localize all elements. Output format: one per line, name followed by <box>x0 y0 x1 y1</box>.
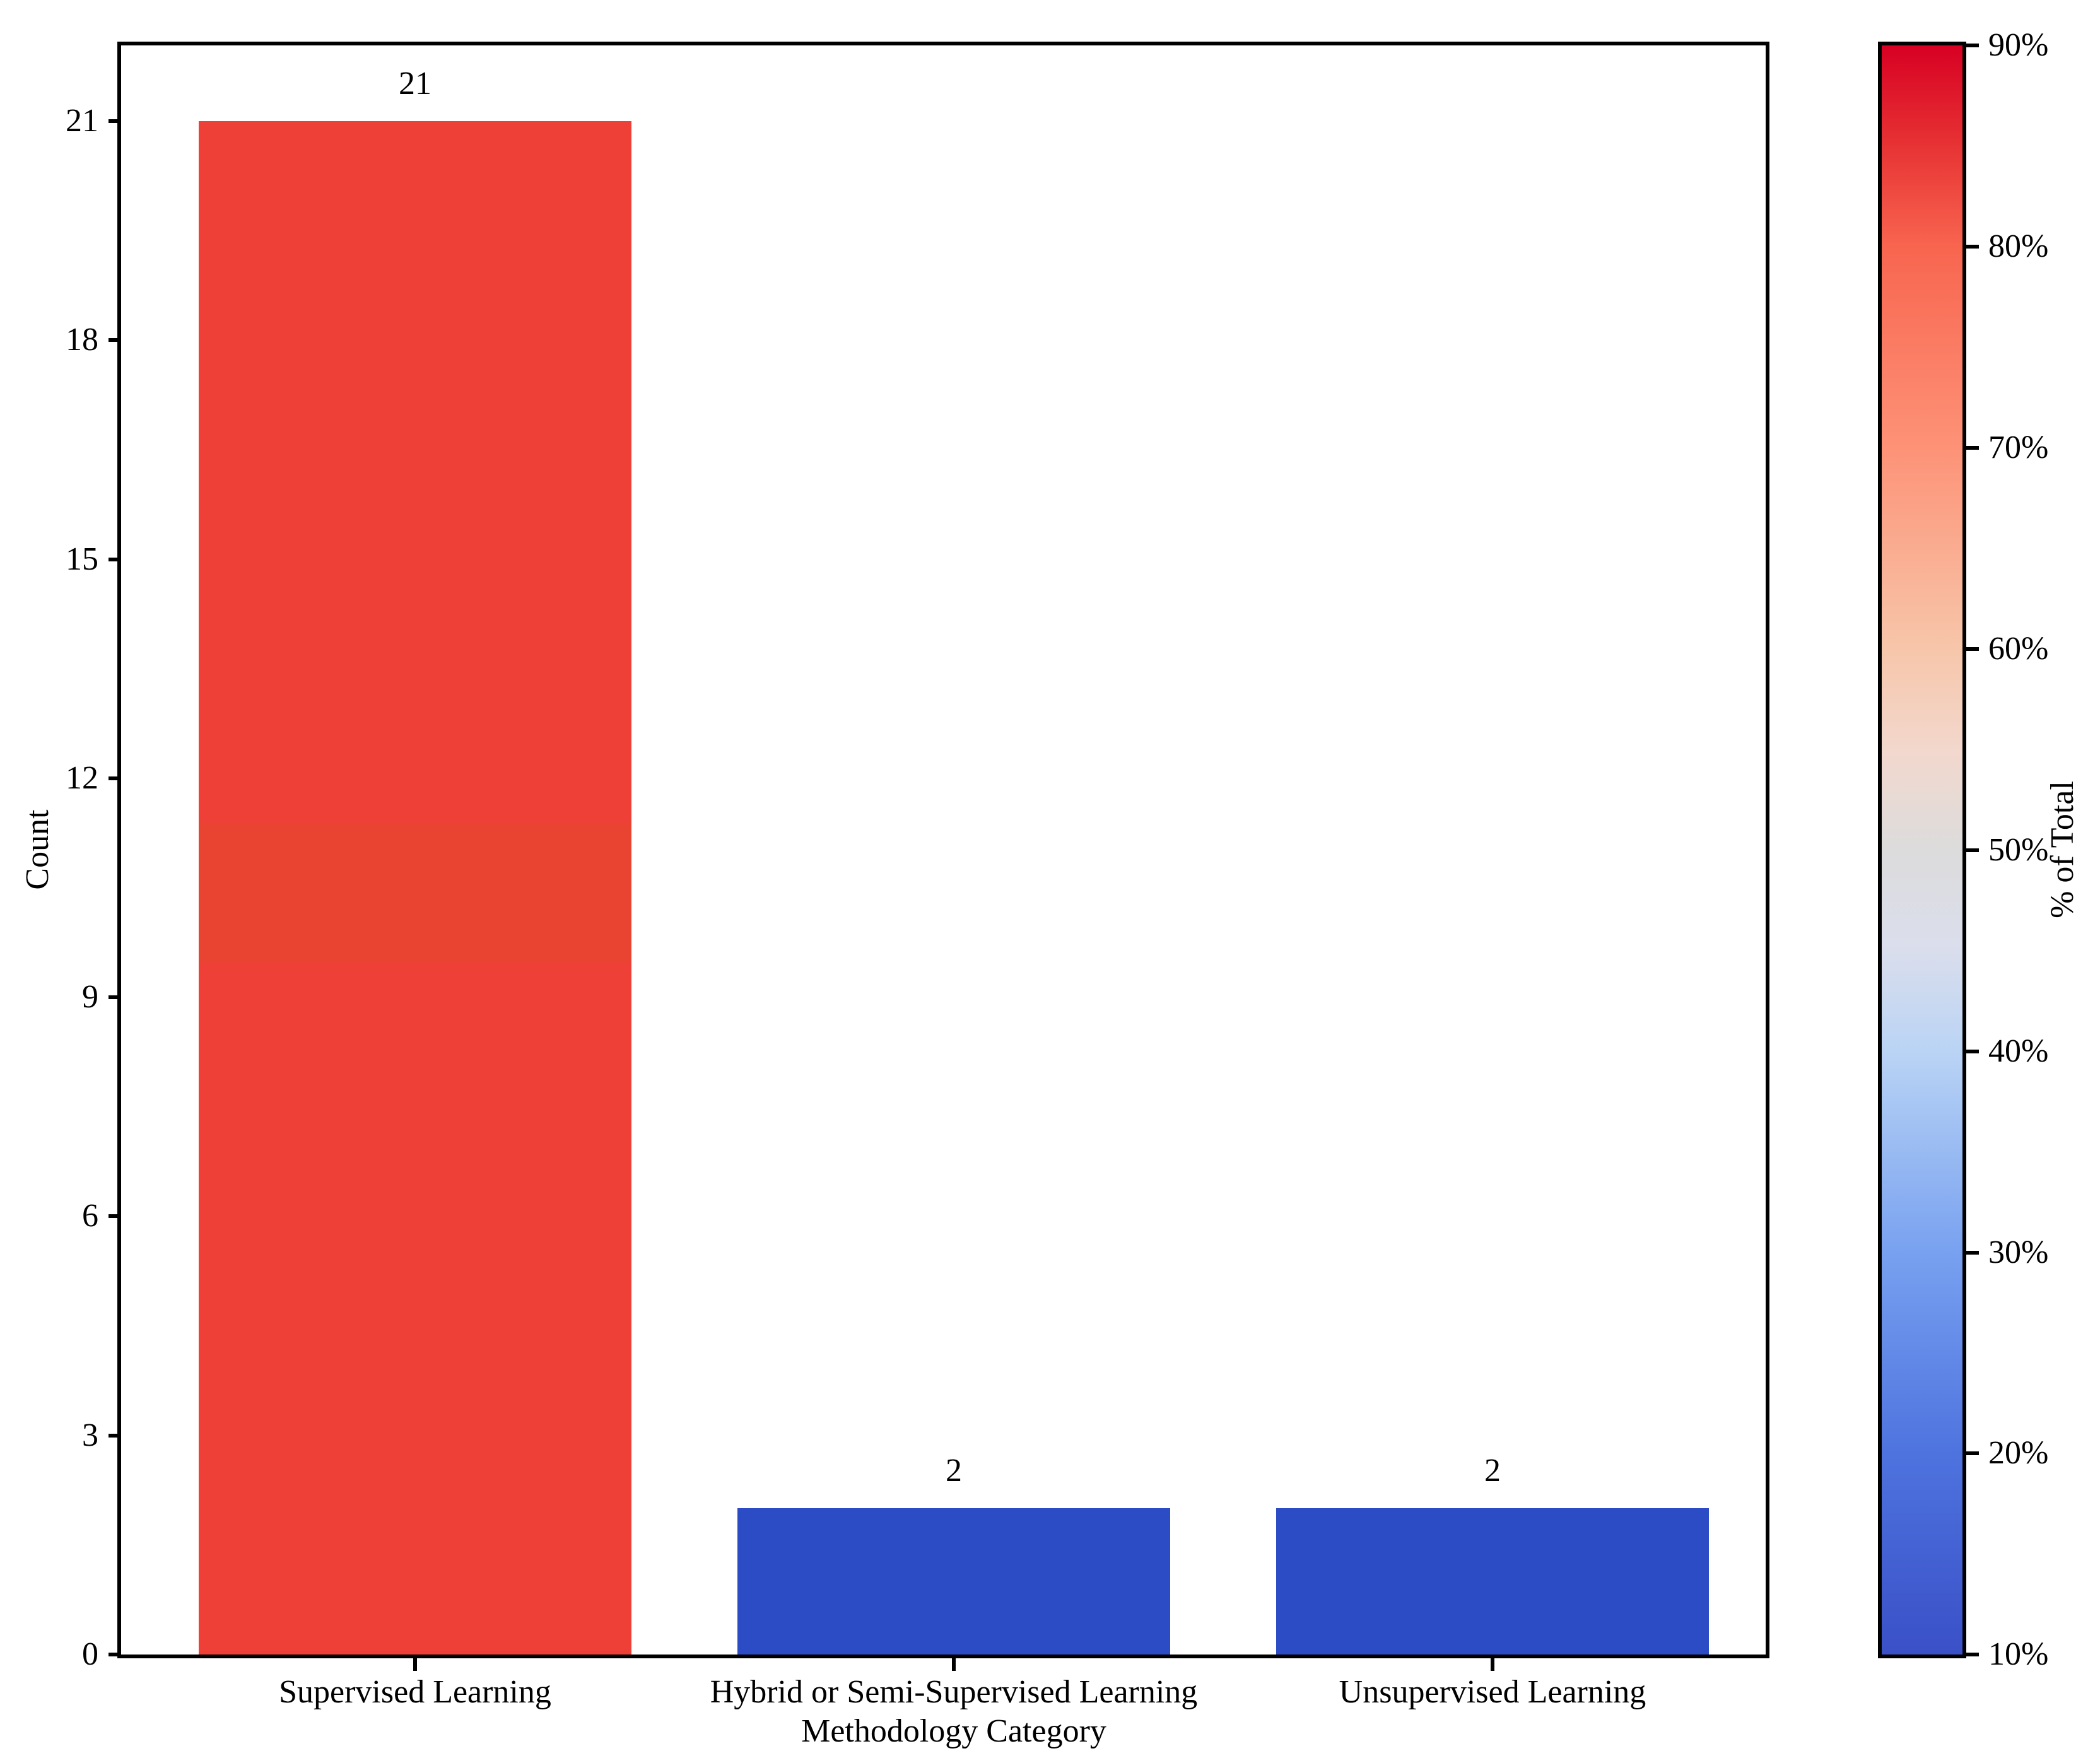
colorbar-tick-70 <box>1966 446 1979 450</box>
colorbar-tick-80 <box>1966 245 1979 249</box>
colorbar-tick-60 <box>1966 647 1979 651</box>
y-tick-21 <box>109 119 121 123</box>
y-tick-12 <box>109 776 121 780</box>
bar-value-label-supervised: 21 <box>399 66 431 102</box>
y-tick-label-12: 12 <box>66 760 98 796</box>
x-tick-unsupervised <box>1491 1658 1494 1671</box>
y-tick-label-18: 18 <box>66 322 98 358</box>
x-tick-label-supervised: Supervised Learning <box>279 1674 551 1710</box>
x-tick-hybrid <box>952 1658 956 1671</box>
y-tick-label-6: 6 <box>82 1198 98 1234</box>
x-tick-label-unsupervised: Unsupervised Learning <box>1339 1674 1646 1710</box>
y-tick-label-15: 15 <box>66 541 98 577</box>
colorbar-tick-label-10: 10% <box>1988 1636 2049 1672</box>
colorbar-gradient <box>1882 45 1962 1655</box>
colorbar-tick-label-80: 80% <box>1988 228 2049 264</box>
y-tick-9 <box>109 995 121 999</box>
x-tick-label-hybrid: Hybrid or Semi-Supervised Learning <box>710 1674 1198 1710</box>
y-tick-label-0: 0 <box>82 1636 98 1672</box>
x-tick-supervised <box>413 1658 417 1671</box>
bar-supervised-learning <box>199 121 631 1655</box>
colorbar-tick-30 <box>1966 1251 1979 1255</box>
y-tick-15 <box>109 558 121 561</box>
colorbar-tick-label-20: 20% <box>1988 1435 2049 1471</box>
colorbar-label: % of Total <box>2044 781 2080 918</box>
colorbar-tick-10 <box>1966 1653 1979 1656</box>
bar-value-label-hybrid: 2 <box>946 1453 962 1489</box>
y-tick-3 <box>109 1434 121 1438</box>
plot-area <box>117 42 1769 1658</box>
bar-value-label-unsupervised: 2 <box>1484 1453 1501 1489</box>
colorbar-tick-90 <box>1966 44 1979 47</box>
colorbar-tick-label-70: 70% <box>1988 430 2049 466</box>
colorbar <box>1878 42 1966 1658</box>
y-tick-0 <box>109 1653 121 1656</box>
bar-hybrid-semi-supervised <box>737 1508 1170 1655</box>
colorbar-tick-label-60: 60% <box>1988 631 2049 667</box>
colorbar-tick-label-50: 50% <box>1988 832 2049 868</box>
bar-unsupervised-learning <box>1276 1508 1709 1655</box>
colorbar-tick-40 <box>1966 1050 1979 1053</box>
y-tick-label-3: 3 <box>82 1417 98 1453</box>
colorbar-tick-label-30: 30% <box>1988 1234 2049 1270</box>
colorbar-tick-label-40: 40% <box>1988 1033 2049 1069</box>
y-tick-6 <box>109 1214 121 1218</box>
colorbar-tick-label-90: 90% <box>1988 27 2049 63</box>
x-axis-label: Methodology Category <box>801 1713 1106 1749</box>
y-tick-label-9: 9 <box>82 979 98 1015</box>
colorbar-tick-50 <box>1966 848 1979 852</box>
colorbar-tick-20 <box>1966 1451 1979 1455</box>
y-tick-18 <box>109 338 121 342</box>
y-axis-label: Count <box>20 809 56 890</box>
y-tick-label-21: 21 <box>66 103 98 139</box>
